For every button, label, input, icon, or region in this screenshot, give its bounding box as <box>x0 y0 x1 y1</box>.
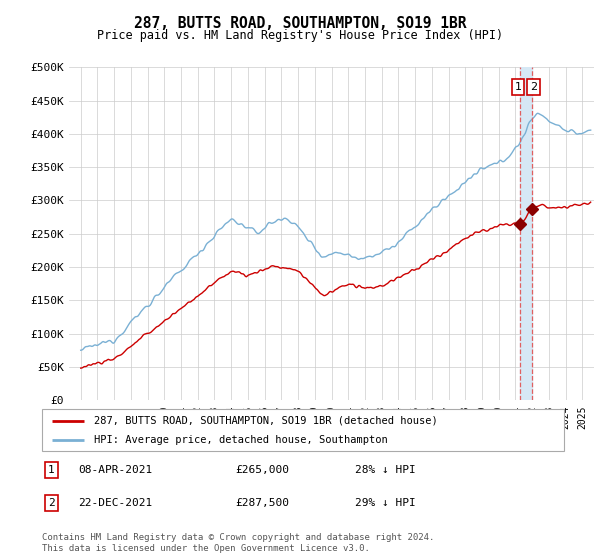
Bar <box>520 67 532 400</box>
Text: Contains HM Land Registry data © Crown copyright and database right 2024.
This d: Contains HM Land Registry data © Crown c… <box>42 533 434 553</box>
Text: 287, BUTTS ROAD, SOUTHAMPTON, SO19 1BR (detached house): 287, BUTTS ROAD, SOUTHAMPTON, SO19 1BR (… <box>94 416 438 426</box>
Text: 2: 2 <box>530 82 537 92</box>
Text: £265,000: £265,000 <box>235 465 289 475</box>
Text: 287, BUTTS ROAD, SOUTHAMPTON, SO19 1BR: 287, BUTTS ROAD, SOUTHAMPTON, SO19 1BR <box>134 16 466 31</box>
FancyBboxPatch shape <box>42 409 564 451</box>
Text: HPI: Average price, detached house, Southampton: HPI: Average price, detached house, Sout… <box>94 435 388 445</box>
Text: 2: 2 <box>48 498 55 508</box>
Text: 1: 1 <box>48 465 55 475</box>
Text: Price paid vs. HM Land Registry's House Price Index (HPI): Price paid vs. HM Land Registry's House … <box>97 29 503 42</box>
Text: £287,500: £287,500 <box>235 498 289 508</box>
Text: 1: 1 <box>514 82 521 92</box>
Text: 28% ↓ HPI: 28% ↓ HPI <box>355 465 416 475</box>
Text: 08-APR-2021: 08-APR-2021 <box>79 465 153 475</box>
Text: 29% ↓ HPI: 29% ↓ HPI <box>355 498 416 508</box>
Text: 22-DEC-2021: 22-DEC-2021 <box>79 498 153 508</box>
